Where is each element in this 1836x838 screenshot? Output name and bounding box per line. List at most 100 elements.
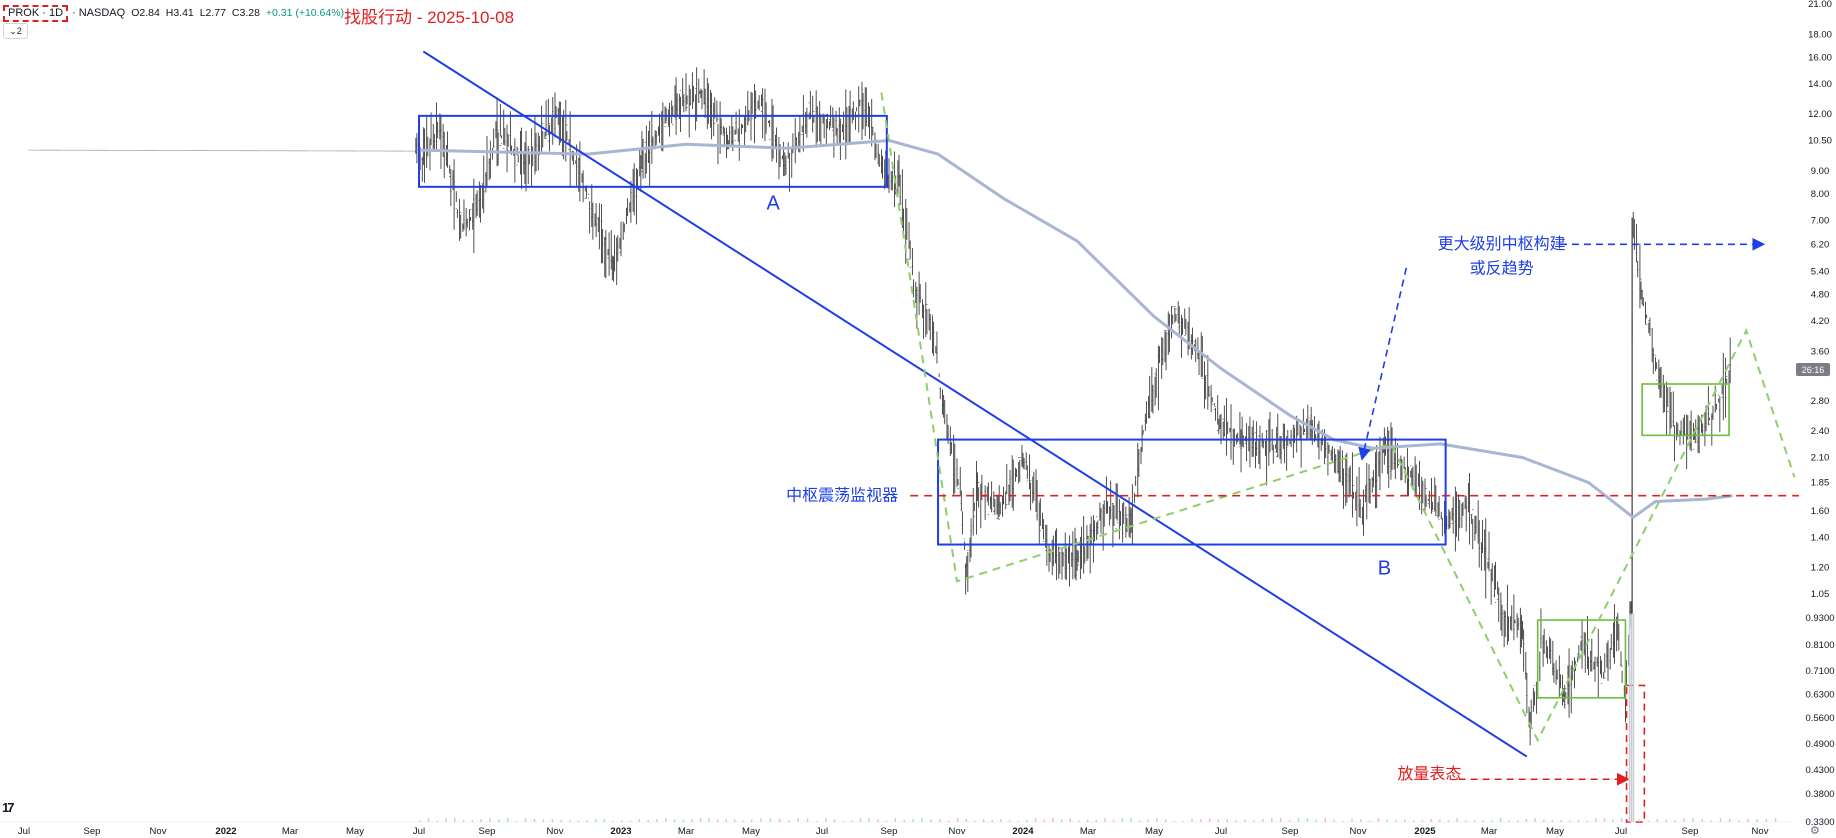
volume-bar <box>1306 818 1309 822</box>
y-tick-label: 10.50 <box>1808 136 1832 147</box>
moving-average-line <box>418 139 1733 519</box>
volume-bar <box>560 819 562 822</box>
volume-bar <box>1692 818 1694 822</box>
volume-bar <box>1612 819 1614 822</box>
volume-bar <box>1756 819 1758 822</box>
volume-bar <box>1456 818 1458 822</box>
volume-bar <box>877 819 879 822</box>
x-tick-label: May <box>1145 826 1163 837</box>
price-axis: 21.00 18.00 16.00 14.00 12.00 10.50 9.00 8.00 7.… <box>1805 0 1834 828</box>
volume-bar <box>542 819 545 822</box>
volume-bar <box>1351 819 1353 822</box>
volume-bar <box>1147 819 1149 822</box>
y-tick-label: 1.05 <box>1811 589 1830 600</box>
volume-bar <box>1279 818 1282 822</box>
volume-spike-bar <box>1628 613 1631 822</box>
volume-bar <box>1447 820 1450 822</box>
volume-bar <box>1482 820 1484 822</box>
y-tick-label: 0.8100 <box>1805 640 1834 651</box>
volume-bar <box>1235 820 1237 822</box>
volume-bar <box>1404 819 1406 822</box>
volume-bar <box>471 820 474 822</box>
y-tick-label: 2.80 <box>1811 396 1830 407</box>
y-tick-label: 0.7100 <box>1805 666 1834 677</box>
x-tick-label: Mar <box>678 826 694 837</box>
volume-bar <box>1173 820 1176 822</box>
y-tick-label: 21.00 <box>1808 0 1832 10</box>
volume-bar <box>1577 819 1580 822</box>
volume-bar <box>751 819 753 822</box>
volume-bar <box>912 819 914 822</box>
volume-bar <box>1226 819 1228 822</box>
volume-bar <box>903 819 905 822</box>
x-tick-label: Sep <box>479 826 496 837</box>
x-tick-label: Jul <box>1215 826 1227 837</box>
volume-bar <box>1647 820 1650 822</box>
volume-bar <box>1052 818 1054 822</box>
high-value: 3.41 <box>173 7 194 19</box>
y-tick-label: 6.20 <box>1811 239 1830 250</box>
volume-bar <box>1034 818 1037 822</box>
volume-bar <box>1360 819 1362 822</box>
box-a-label: A <box>766 192 780 214</box>
tradingview-logo-icon[interactable]: 17 <box>2 800 15 815</box>
volume-bar <box>974 820 976 822</box>
volume-bar <box>1200 819 1202 822</box>
volume-bar <box>1217 819 1220 822</box>
volume-bar <box>1508 820 1510 822</box>
volume-bar <box>1629 820 1632 822</box>
x-tick-label: May <box>346 826 364 837</box>
time-axis: Jul Sep Nov 2022 Mar May Jul Sep Nov 2023 Mar May Ju… <box>18 826 1769 837</box>
y-tick-label: 8.00 <box>1811 189 1830 200</box>
x-tick-label: Nov <box>949 826 966 837</box>
volume-bar <box>1026 819 1028 822</box>
pre-listing-price-line <box>28 149 416 152</box>
volume-bar <box>647 819 649 822</box>
chevron-down-icon: ⌄ <box>9 25 17 36</box>
symbol-name[interactable]: PROK · 1D <box>3 4 69 22</box>
y-tick-label: 1.60 <box>1811 506 1830 517</box>
volume-bar <box>825 818 827 822</box>
ma-path <box>418 139 1733 519</box>
volume-bar <box>1603 818 1606 822</box>
volume-bar <box>1499 818 1502 822</box>
volume-bar <box>788 820 790 822</box>
volume-bar <box>586 820 588 822</box>
volume-bar <box>1421 820 1424 822</box>
volume-bar <box>885 820 888 822</box>
volume-bar <box>930 819 932 822</box>
symbol-legend: PROK · 1D · NASDAQ O2.84 H3.41 L2.77 C3.… <box>3 4 344 22</box>
volume-bar <box>982 819 985 822</box>
volume-bar <box>1112 819 1115 822</box>
volume-bar <box>921 818 923 822</box>
volume-bar <box>1324 818 1326 822</box>
volume-bar <box>1138 820 1141 822</box>
volume-bar <box>419 820 421 822</box>
volume-bar <box>1017 820 1019 822</box>
volume-bar <box>1000 819 1002 822</box>
volume-bar <box>1121 818 1123 822</box>
y-tick-label: 7.00 <box>1811 215 1830 226</box>
volume-bar <box>1430 818 1432 822</box>
volume-bar <box>629 820 632 822</box>
x-tick-label: Jul <box>1615 826 1627 837</box>
volume-bar <box>769 818 772 822</box>
volume-bar <box>716 819 719 822</box>
volume-bar <box>1191 819 1193 822</box>
collapse-indicators-button[interactable]: ⌄ 2 <box>3 23 28 39</box>
volume-bar <box>1069 818 1071 822</box>
volume-bar <box>480 819 482 822</box>
last-price-badge: 26:16 <box>1796 363 1830 376</box>
low-value: 2.77 <box>205 7 226 19</box>
volume-bar <box>1683 818 1685 822</box>
volume-bar <box>1297 818 1300 822</box>
bigger-pivot-label-line2: 或反趋势 <box>1470 258 1534 277</box>
settings-gear-icon[interactable]: ⚙ <box>1810 825 1820 837</box>
volume-bar <box>1710 820 1713 822</box>
volume-bar <box>1315 819 1318 822</box>
volume-bar <box>1560 819 1562 822</box>
volume-bar <box>1765 819 1768 822</box>
volume-bar <box>733 819 736 822</box>
bigger-pivot-label-line1: 更大级别中枢构建 <box>1438 234 1566 253</box>
